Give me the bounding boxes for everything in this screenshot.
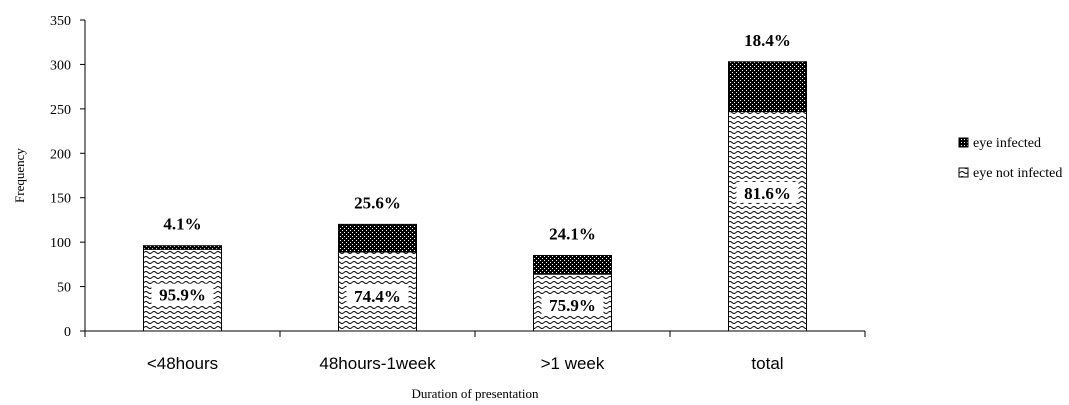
y-tick-label: 250 [50,103,71,118]
data-label-background [541,294,604,316]
not-infected-percent-label: 81.6% [744,184,791,203]
infected-percent-label: 25.6% [354,193,401,212]
legend-label: eye infected [973,136,1041,151]
y-axis-title: Frequency [12,148,27,203]
x-tick-label: total [751,354,783,373]
bar-segment-infected [143,245,222,250]
not-infected-percent-label: 95.9% [159,286,206,305]
legend-swatch [958,137,969,148]
y-tick-label: 0 [64,325,71,340]
bar-segment-not-infected [728,111,807,332]
bar-segment-infected [338,223,417,253]
bar-segment-infected [728,61,807,113]
x-axis-title: Duration of presentation [411,386,539,401]
x-tick-label: >1 week [541,354,605,373]
bar-segment-infected [533,254,612,275]
legend-swatch [958,167,969,178]
legend-label: eye not infected [973,166,1062,181]
data-label-background [346,284,409,306]
y-tick-label: 300 [50,58,71,73]
y-tick-label: 200 [50,147,71,162]
infected-percent-label: 18.4% [744,31,791,50]
x-tick-label: 48hours-1week [319,354,436,373]
x-tick-label: <48hours [147,354,218,373]
infected-percent-label: 4.1% [163,215,201,234]
y-tick-label: 100 [50,236,71,251]
data-label-background [151,283,214,305]
y-tick-label: 350 [50,14,71,29]
y-tick-label: 150 [50,192,71,207]
not-infected-percent-label: 74.4% [354,287,401,306]
y-tick-label: 50 [57,281,71,296]
data-label-background [736,181,799,203]
not-infected-percent-label: 75.9% [549,296,596,315]
infected-percent-label: 24.1% [549,224,596,243]
